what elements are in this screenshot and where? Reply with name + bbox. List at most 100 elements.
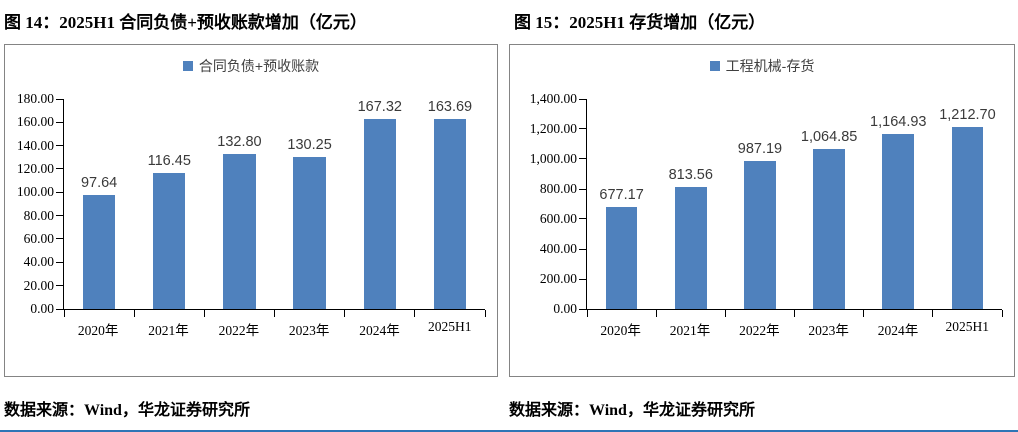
x-axis-label: 2022年 [218, 323, 260, 338]
x-axis-label: 2020年 [77, 323, 119, 338]
bar-value-label: 1,064.85 [800, 129, 858, 146]
legend-swatch [709, 61, 720, 71]
figure-14-title: 图 14：2025H1 合同负债+预收账款增加（亿元） [4, 13, 367, 32]
x-axis-tick [932, 310, 934, 317]
y-axis-tick [579, 308, 586, 310]
data-source-note-right: 数据来源：Wind，华龙证券研究所 [509, 402, 755, 419]
y-axis-tick [579, 218, 586, 220]
bar [744, 160, 776, 309]
y-axis-tick [579, 188, 586, 190]
x-axis-label: 2025H1 [428, 319, 472, 334]
y-axis-label: 1,400.00 [529, 91, 577, 106]
bar-value-label: 1,212.70 [939, 107, 996, 124]
y-axis-label: 800.00 [539, 181, 577, 196]
bar-value-label: 116.45 [147, 153, 191, 170]
x-axis-label: 2022年 [739, 323, 780, 338]
x-axis: 2020年 2021年 2022年 2023年 2024年 2025H1 [5, 319, 497, 339]
x-axis-tick [586, 310, 588, 317]
y-axis-label: 80.00 [23, 207, 54, 223]
bar-column: 132.80 [204, 99, 274, 309]
bar-value-label: 132.80 [217, 134, 262, 151]
x-axis-tick [344, 310, 346, 317]
x-axis-spacer [510, 319, 586, 339]
y-axis-label: 1,000.00 [529, 151, 577, 166]
x-axis-tick [484, 310, 486, 317]
x-axis-tick [414, 310, 416, 317]
x-axis-tick [133, 310, 135, 317]
y-axis-tick [56, 191, 63, 193]
y-axis-label: 160.00 [16, 114, 54, 130]
y-axis-tick [56, 145, 63, 147]
y-axis-tick [56, 121, 63, 123]
x-axis-label: 2025H1 [945, 319, 990, 334]
y-axis-label: 20.00 [23, 277, 54, 293]
y-axis-label: 400.00 [539, 241, 577, 256]
bar [433, 119, 467, 309]
x-axis-tick [863, 310, 865, 317]
figure-15-title: 图 15：2025H1 存货增加（亿元） [514, 13, 766, 32]
y-axis-tick [579, 278, 586, 280]
chart-body: 180.00 160.00 140.00 120.00 100.00 80.00 60.00… [5, 91, 497, 317]
x-axis-tick [655, 310, 657, 317]
bar [82, 195, 116, 309]
bar-value-label: 813.56 [668, 166, 713, 183]
bar-column: 167.32 [345, 99, 415, 309]
bar-value-label: 163.69 [427, 99, 473, 115]
y-axis-label: 600.00 [539, 211, 577, 226]
bar [951, 127, 984, 309]
y-axis-label: 180.00 [16, 91, 54, 106]
bar-value-label: 987.19 [737, 140, 783, 157]
y-axis-tick [56, 98, 63, 100]
y-axis-label: 140.00 [16, 137, 54, 153]
plot-area: 677.17 813.56 987.19 1,064.85 1,164.93 1,212.… [579, 98, 1003, 317]
bottom-accent-rule [0, 429, 1018, 432]
x-axis-spacer [5, 319, 63, 339]
y-axis-label: 120.00 [16, 160, 54, 176]
bar [813, 149, 845, 309]
y-axis-tick [579, 128, 586, 130]
y-axis-tick [579, 158, 586, 160]
x-axis-tick [63, 310, 65, 317]
x-axis-tick [203, 310, 205, 317]
x-axis-label: 2021年 [669, 323, 711, 338]
y-axis-tick [579, 248, 586, 250]
y-axis-label: 60.00 [23, 230, 54, 246]
y-axis-label: 1,200.00 [529, 121, 577, 136]
bar-column: 130.25 [275, 99, 345, 309]
y-axis-tick [579, 98, 586, 100]
bar-column: 1,164.93 [864, 99, 933, 309]
x-axis-label: 2024年 [359, 323, 400, 338]
legend-label: 工程机械-存货 [725, 58, 815, 74]
x-axis: 2020年 2021年 2022年 2023年 2024年 2025H1 [510, 319, 1014, 339]
x-axis-label: 2024年 [877, 323, 919, 338]
plot-area: 97.64 116.45 132.80 130.25 167.32 163.69 [56, 98, 486, 317]
chart-body: 1,400.00 1,200.00 1,000.00 800.00 600.00 400.… [510, 91, 1014, 317]
legend: 工程机械-存货 [510, 58, 1014, 74]
y-axis-tick [56, 285, 63, 287]
bar [605, 207, 638, 309]
y-axis: 180.00 160.00 140.00 120.00 100.00 80.00 60.00… [5, 91, 63, 316]
x-axis-tick [724, 310, 726, 317]
bar [153, 173, 186, 309]
y-axis-label: 0.00 [553, 301, 577, 316]
bar-column: 677.17 [587, 99, 656, 309]
data-source-note-left: 数据来源：Wind，华龙证券研究所 [4, 402, 250, 419]
bar-column: 116.45 [134, 99, 204, 309]
y-axis-label: 100.00 [16, 184, 54, 200]
bar [363, 119, 396, 309]
bar-column: 1,064.85 [795, 99, 864, 309]
y-axis-tick [56, 215, 63, 217]
bar-column: 163.69 [415, 99, 485, 309]
x-axis-tick [794, 310, 795, 317]
bar-series: 677.17 813.56 987.19 1,064.85 1,164.93 1,212.… [587, 99, 1002, 309]
y-axis-label: 40.00 [23, 254, 54, 270]
legend-swatch [182, 61, 193, 71]
bar-column: 987.19 [725, 99, 794, 309]
x-axis-tick [1001, 310, 1003, 317]
bar [223, 154, 256, 309]
y-axis-label: 0.00 [30, 301, 54, 316]
legend-label: 合同负债+预收账款 [198, 58, 320, 74]
y-axis: 1,400.00 1,200.00 1,000.00 800.00 600.00 400.… [510, 91, 586, 316]
chart-panel-contract-liabilities: 合同负债+预收账款 180.00 160.00 140.00 120.00 100.00… [4, 44, 498, 377]
y-axis-tick [56, 261, 63, 263]
